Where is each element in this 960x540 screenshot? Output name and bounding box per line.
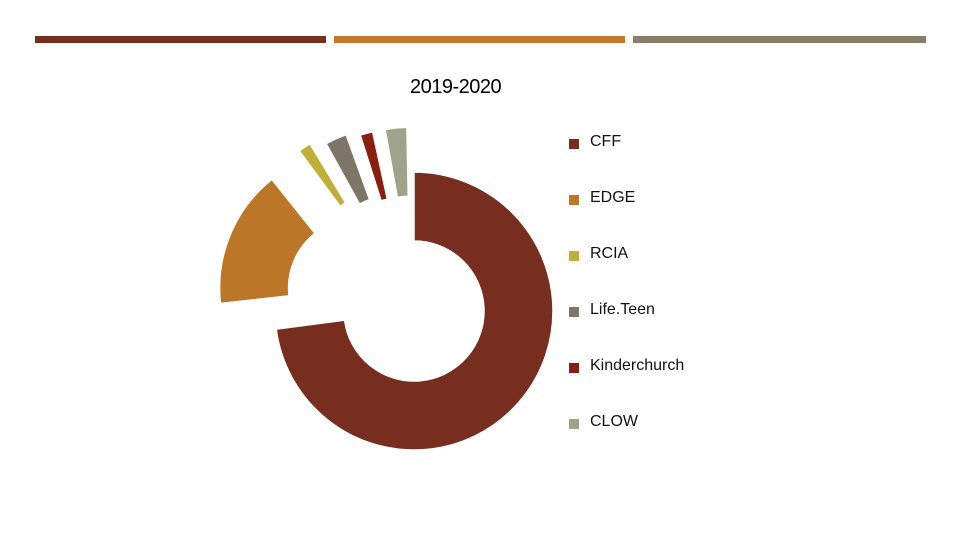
legend-label: Kinderchurch xyxy=(590,357,685,374)
legend-label: CLOW xyxy=(590,413,638,430)
donut-slice-kinderchurch xyxy=(359,130,389,202)
legend-label: CFF xyxy=(590,133,622,150)
legend-label: RCIA xyxy=(590,245,629,262)
header-accent-bar-3 xyxy=(633,36,926,43)
legend-swatch xyxy=(569,307,579,317)
legend-swatch xyxy=(569,139,579,149)
legend-label: Life.Teen xyxy=(590,301,655,318)
donut-slice-clow xyxy=(384,126,410,199)
legend-swatch xyxy=(569,363,579,373)
legend-label: EDGE xyxy=(590,189,636,206)
donut-slice-edge xyxy=(218,178,316,305)
donut-slice-rcia xyxy=(298,142,347,208)
legend-swatch xyxy=(569,251,579,261)
donut-slice-cff xyxy=(275,171,554,451)
donut-slice-life-teen xyxy=(325,133,371,206)
header-accent-bar-1 xyxy=(35,36,326,43)
chart-title: 2019-2020 xyxy=(410,76,502,98)
legend-swatch xyxy=(569,419,579,429)
header-accent-bar-2 xyxy=(334,36,625,43)
legend-swatch xyxy=(569,195,579,205)
